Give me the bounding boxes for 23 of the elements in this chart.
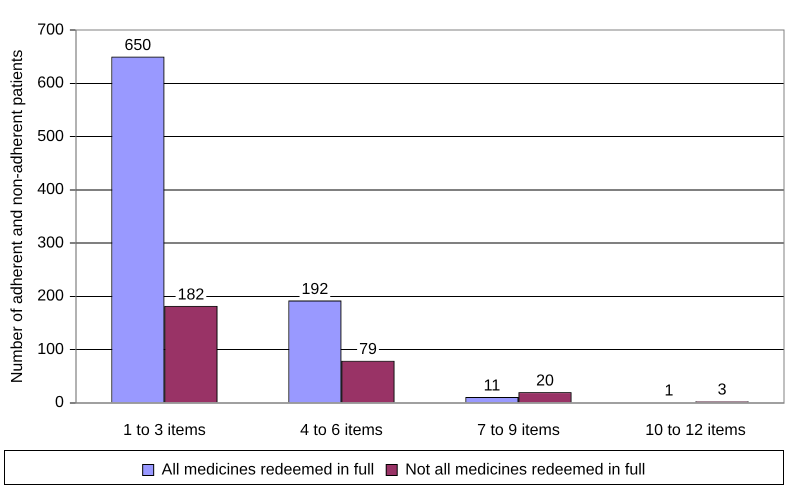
data-label: 11 <box>484 377 500 394</box>
x-tick-label: 1 to 3 items <box>123 422 206 439</box>
y-tick-label: 200 <box>37 288 64 305</box>
data-label: 79 <box>359 341 377 358</box>
data-label: 192 <box>302 280 328 298</box>
data-label: 1 <box>664 382 674 400</box>
y-tick-label: 400 <box>37 181 64 198</box>
x-tick-label: 7 to 9 items <box>477 422 560 439</box>
x-tick-label: 4 to 6 items <box>300 422 383 439</box>
y-tick-label: 600 <box>37 74 64 92</box>
y-tick-label: 100 <box>37 340 64 358</box>
y-tick-label: 500 <box>37 128 64 145</box>
legend-label: All medicines redeemed in full <box>162 461 374 478</box>
x-tick-label: 10 to 12 items <box>645 422 746 439</box>
data-label: 3 <box>718 382 727 399</box>
y-tick-label: 0 <box>54 394 64 412</box>
y-tick-label: 700 <box>37 21 64 38</box>
data-label: 650 <box>124 37 152 54</box>
data-label: 20 <box>536 372 554 390</box>
y-axis-title: Number of adherent and non-adherent patients <box>9 50 26 384</box>
legend-label: Not all medicines redeemed in full <box>405 461 646 478</box>
data-label: 182 <box>178 286 204 304</box>
y-tick-label: 300 <box>37 234 64 252</box>
